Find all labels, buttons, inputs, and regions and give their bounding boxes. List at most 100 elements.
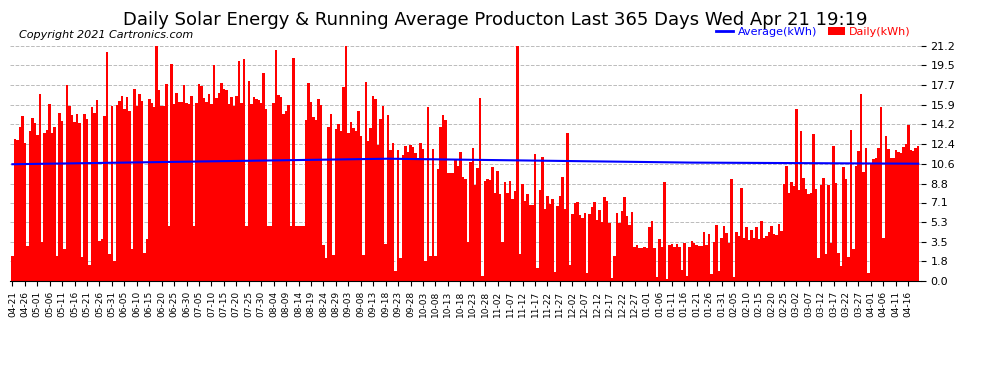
Bar [141,101,143,281]
Bar [830,243,833,281]
Bar [738,236,741,281]
Bar [815,189,818,281]
Bar [698,246,701,281]
Bar [262,73,265,281]
Bar [93,113,96,281]
Bar [641,248,644,281]
Bar [653,248,655,281]
Bar [372,96,374,281]
Bar [83,114,86,281]
Bar [688,247,690,281]
Bar [658,238,660,281]
Bar [711,274,713,281]
Bar [609,223,611,281]
Bar [604,196,606,281]
Bar [98,241,101,281]
Bar [616,213,619,281]
Bar [795,109,798,281]
Bar [218,93,220,281]
Bar [36,135,39,281]
Bar [71,115,73,281]
Bar [790,182,793,281]
Bar [644,247,645,281]
Bar [392,143,394,281]
Bar [539,189,542,281]
Bar [379,118,382,281]
Bar [419,143,422,281]
Bar [354,131,357,281]
Bar [136,106,138,281]
Bar [374,99,377,281]
Bar [624,197,626,281]
Bar [474,185,476,281]
Bar [357,111,359,281]
Bar [325,258,327,281]
Bar [146,239,148,281]
Bar [741,188,742,281]
Bar [877,148,880,281]
Bar [285,111,287,281]
Bar [593,202,596,281]
Bar [777,224,780,281]
Bar [116,105,118,281]
Bar [265,110,267,281]
Bar [857,151,859,281]
Bar [859,93,862,281]
Bar [432,149,435,281]
Bar [897,152,900,281]
Bar [517,46,519,281]
Bar [362,255,364,281]
Bar [775,236,777,281]
Bar [73,122,76,281]
Bar [721,238,723,281]
Bar [703,232,706,281]
Bar [335,129,338,281]
Bar [14,140,16,281]
Bar [479,98,481,281]
Bar [733,276,736,281]
Bar [241,103,243,281]
Bar [842,166,844,281]
Bar [840,266,842,281]
Bar [404,146,407,281]
Bar [175,93,178,281]
Bar [148,99,150,281]
Bar [825,254,828,281]
Bar [153,107,155,281]
Bar [24,143,26,281]
Bar [553,272,556,281]
Bar [532,205,534,281]
Bar [892,158,895,281]
Bar [509,181,512,281]
Bar [772,234,775,281]
Bar [563,209,566,281]
Bar [765,236,767,281]
Bar [86,119,88,281]
Bar [690,241,693,281]
Bar [645,248,648,281]
Bar [180,102,183,281]
Bar [46,130,49,281]
Bar [581,217,583,281]
Bar [343,87,345,281]
Bar [446,173,449,281]
Bar [601,222,604,281]
Bar [668,245,670,281]
Bar [150,102,153,281]
Bar [484,182,486,281]
Bar [39,94,41,281]
Bar [611,278,614,281]
Bar [598,210,601,281]
Bar [111,106,113,281]
Bar [168,226,170,281]
Bar [885,136,887,281]
Bar [798,190,800,281]
Bar [21,116,24,281]
Bar [872,159,874,281]
Bar [895,150,897,281]
Bar [519,254,522,281]
Bar [780,231,782,281]
Bar [121,96,123,281]
Bar [163,105,165,281]
Bar [394,271,397,281]
